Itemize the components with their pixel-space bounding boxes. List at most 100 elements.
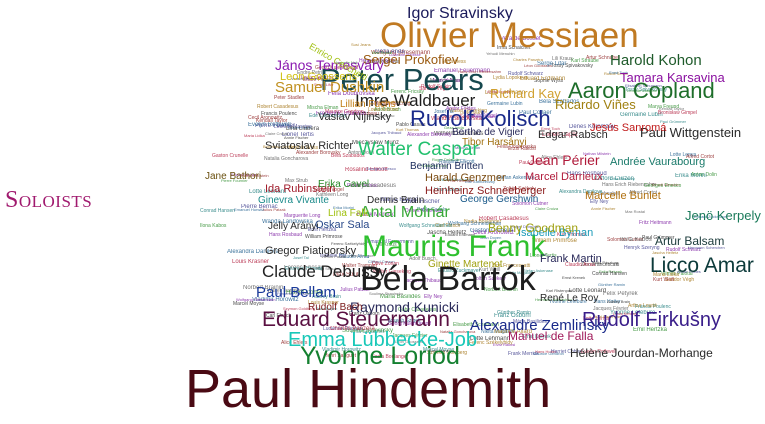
minor-word: Alexander Borovsky [296,150,341,156]
minor-word: Elisabeth Schumann [453,322,499,328]
minor-word: Ludwig Vogel [467,113,497,119]
minor-word: Ferenc Fricsay [391,89,425,95]
word: Rudolf Bach [308,302,363,313]
minor-word: Andor Földes [677,269,701,274]
minor-word: Léon Goossens [395,339,424,344]
minor-word: Francis Poulenc [635,304,671,310]
minor-word: Kurt Weill [653,277,675,283]
word: Tamara Karsavina [620,70,725,85]
minor-word: Nadia Boulanger [371,354,409,360]
word: Erika Cavel [318,179,370,190]
minor-word: Carl Flesch [266,313,292,319]
minor-word: Hans Erich Riebensahm [602,182,656,188]
minor-word: Roger Delmotte [511,224,540,229]
minor-word: Olive Zorian [372,261,399,267]
minor-word: Lucienne Radisse [323,326,363,332]
minor-word: Erzsi Rákosi [493,342,516,347]
minor-word: Irma Schaichet [497,45,531,51]
word: René Le Roy [540,293,599,304]
word: Marcel Darrieux [525,171,603,183]
minor-word: Ferenc Fricsay [284,265,324,271]
minor-word: Kathleen Long [422,163,448,168]
minor-word: Lotte Lenya [670,152,697,158]
minor-word: Charles Panzéra [330,326,375,332]
minor-word: Lina Llubera [434,187,462,193]
minor-word: Kurt Thomas [557,232,586,238]
word: János Temesváry [275,57,384,73]
word: Maurits Frank [362,230,546,263]
word: Alexandre Zemlinsky [470,317,610,334]
minor-word: Norbert Brainin [243,285,284,291]
minor-word: Rudolf Serkin [604,71,629,76]
minor-word: Robert Casadesus [479,216,529,222]
minor-word: Louis Kentner [368,107,399,113]
minor-word: Arthur Lourié [628,303,657,309]
minor-word: Lotte Leonard [569,288,607,294]
minor-word: Jean Hubeau [349,111,379,117]
minor-word: Lotte Lehmann [470,336,511,342]
minor-word: Yehudi Menuhin [486,51,515,56]
minor-word: William Primrose [532,238,577,244]
minor-word: William Primrose [305,234,343,240]
minor-word: Ernst Krenek [522,334,551,340]
minor-word: Ernst Toch [609,70,628,75]
minor-word: Annie Fischer [591,206,616,211]
minor-word: Susi Jeans [429,348,449,353]
minor-word: Felia Doubrovska [497,144,536,150]
word: Vaslav Nijinsky [318,111,392,123]
minor-word: Vladimir Horowitz [322,347,361,353]
word: Jean Périer [528,152,600,168]
minor-word: Zoltán Székely [503,186,536,192]
minor-word: Andor Földes [446,106,476,112]
minor-word: Frederick Thurston [316,111,367,117]
minor-word: Paul Grümmer [660,119,687,124]
minor-word: Géza Anda [375,49,405,55]
minor-word: Maurice Gendron [325,109,364,115]
minor-word: Zoltán Székely [473,276,506,282]
word: Béla Bartók [360,260,536,298]
minor-word: Jacques Thibaud [371,130,402,135]
minor-word: Nikita Magaloff [506,270,533,275]
minor-word: Wolfgang Schneiderhan [448,221,502,227]
minor-word: Stefan Askenase [523,268,554,273]
word: Gregor Piatigorsky [265,245,357,257]
minor-word: Ferenc Székelyhidy [331,241,366,246]
minor-word: Zino Francescatti [492,263,531,269]
minor-word: Cecil Aronowitz [473,230,515,236]
minor-word: Annie Fischer [284,135,309,140]
minor-word: Adolf Busch [374,107,401,113]
minor-word: Joseph Szigeti [442,114,475,120]
minor-word: Béla Szabados [539,99,580,105]
word: Ida Rubinstein [265,183,336,195]
word: Lina Falk [328,208,369,219]
minor-word: Alexandra Danilova [227,249,280,255]
minor-word: Eduard Zuckmayer [438,268,481,274]
minor-word: Alexandra Danilova [559,189,603,195]
minor-word: Kathleen Long [316,192,349,198]
minor-word: Adolf Busch [409,256,436,262]
word: Walter Caspar [358,139,479,160]
word: George Gershwin [460,194,539,205]
minor-word: Kurt Thomas [396,127,419,132]
minor-word: Wilhelm Backhaus [434,131,484,137]
word: Richard Kay [490,86,561,101]
minor-word: Franz Osborn [349,311,380,317]
minor-word: Mieczysław Munz [379,99,411,104]
minor-word: Yvonne Lefébure [549,299,587,305]
minor-word: Ede Zathureczky [465,179,496,184]
minor-word: Artur Schnabel [586,191,620,197]
minor-word: Maurice Allard [430,78,462,84]
minor-word: Henryk Szeryng [624,245,660,251]
minor-word: Sándor Végh [419,86,449,92]
minor-word: Kendall Taylor [659,106,685,111]
minor-word: Alice Ehlers [281,340,308,346]
minor-word: Claudio Arrau [339,254,370,260]
minor-word: Paul Grümmer [642,235,675,241]
minor-word: Georg Kulenkampff [315,65,358,71]
minor-word: Maria Lidka [244,133,265,138]
minor-word: Gaston Crunelle [470,228,514,234]
minor-word: Hans Rosbaud [269,232,303,238]
minor-word: Maurice Allard [494,329,533,335]
minor-word: Alfred Cortot [686,154,715,160]
